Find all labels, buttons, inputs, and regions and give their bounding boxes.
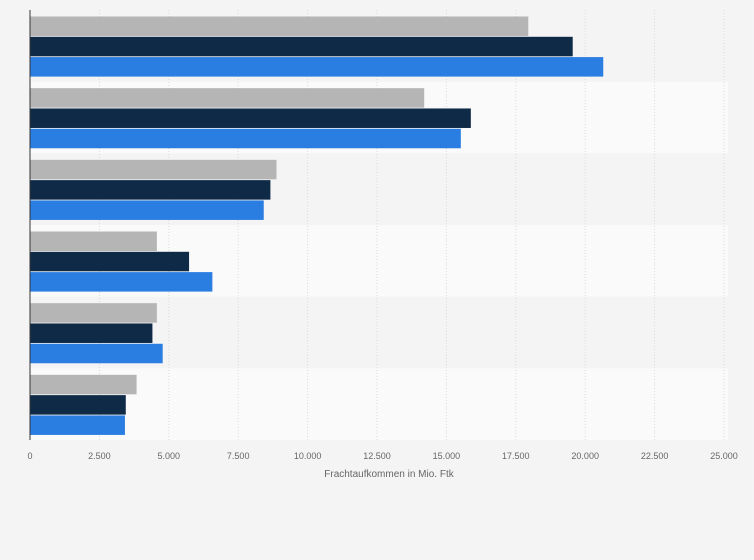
x-axis-title: Frachtaufkommen in Mio. Ftk <box>324 469 454 480</box>
bar <box>30 88 425 108</box>
x-tick-label: 25.000 <box>710 451 738 461</box>
bar <box>30 231 157 251</box>
x-tick-label: 22.500 <box>641 451 669 461</box>
bar <box>30 200 264 220</box>
x-tick-label: 15.000 <box>433 451 461 461</box>
bar <box>30 415 125 435</box>
bar <box>30 16 529 36</box>
bar <box>30 323 153 343</box>
x-tick-label: 20.000 <box>571 451 599 461</box>
bar <box>30 180 271 200</box>
bar <box>30 159 277 180</box>
x-tick-label: 17.500 <box>502 451 530 461</box>
bar <box>30 57 604 77</box>
bar <box>30 36 573 57</box>
bar <box>30 272 213 292</box>
x-tick-label: 12.500 <box>363 451 391 461</box>
bar <box>30 395 126 415</box>
x-tick-label: 0 <box>27 451 32 461</box>
bar <box>30 374 137 395</box>
bars <box>30 16 604 435</box>
x-tick-labels: 0 2.500 5.000 7.500 10.000 12.500 15.000 17.500… <box>27 451 737 461</box>
bar <box>30 128 461 149</box>
bar <box>30 303 157 323</box>
row-band <box>30 368 728 440</box>
x-tick-label: 5.000 <box>158 451 181 461</box>
bar <box>30 343 163 364</box>
x-tick-label: 10.000 <box>294 451 322 461</box>
bar <box>30 108 471 128</box>
x-tick-label: 2.500 <box>88 451 111 461</box>
bar <box>30 251 190 272</box>
x-tick-label: 7.500 <box>227 451 250 461</box>
